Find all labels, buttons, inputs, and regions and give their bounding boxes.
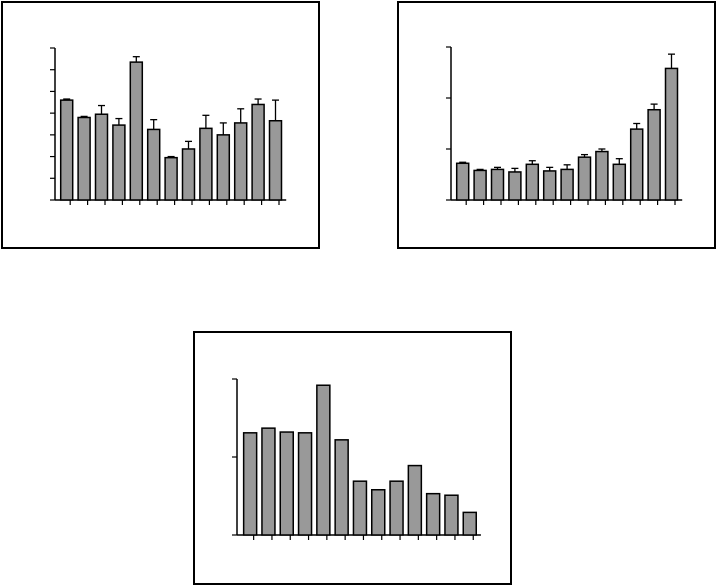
bar: [233, 122, 248, 201]
bar: [59, 99, 74, 201]
bar: [455, 162, 470, 201]
bar: [407, 464, 423, 536]
bar: [199, 127, 213, 201]
bar: [371, 489, 386, 536]
bar: [334, 439, 349, 536]
bar: [612, 163, 627, 201]
bar: [146, 128, 161, 201]
bar: [508, 171, 522, 201]
bar: [77, 116, 91, 201]
bar-chart-3: [232, 378, 481, 540]
bar: [297, 432, 313, 536]
bar-chart-2: [446, 46, 683, 205]
bar: [473, 169, 487, 201]
chart-panel-2: [397, 1, 716, 249]
bar: [389, 480, 404, 536]
bar: [595, 150, 609, 201]
bar: [129, 61, 144, 201]
bar: [664, 67, 679, 201]
bar: [216, 134, 231, 201]
bar: [629, 128, 644, 201]
bar: [525, 163, 540, 201]
bar: [242, 432, 258, 536]
bar: [268, 119, 283, 201]
bar: [164, 156, 178, 201]
bar: [490, 168, 505, 201]
bar: [352, 480, 368, 536]
chart-panel-3: [193, 331, 512, 585]
bar: [112, 124, 126, 201]
bar: [444, 494, 459, 536]
bar: [577, 156, 592, 201]
bar: [542, 170, 557, 201]
bar: [181, 148, 196, 201]
bar: [251, 103, 265, 201]
bar: [261, 427, 276, 536]
bar: [316, 384, 331, 536]
bar-chart-1: [50, 47, 287, 205]
bar: [462, 511, 477, 536]
bar: [560, 168, 574, 201]
bar: [647, 108, 661, 201]
bar: [425, 492, 441, 536]
bar: [279, 431, 294, 536]
bar: [94, 113, 109, 201]
chart-panel-1: [1, 1, 320, 249]
